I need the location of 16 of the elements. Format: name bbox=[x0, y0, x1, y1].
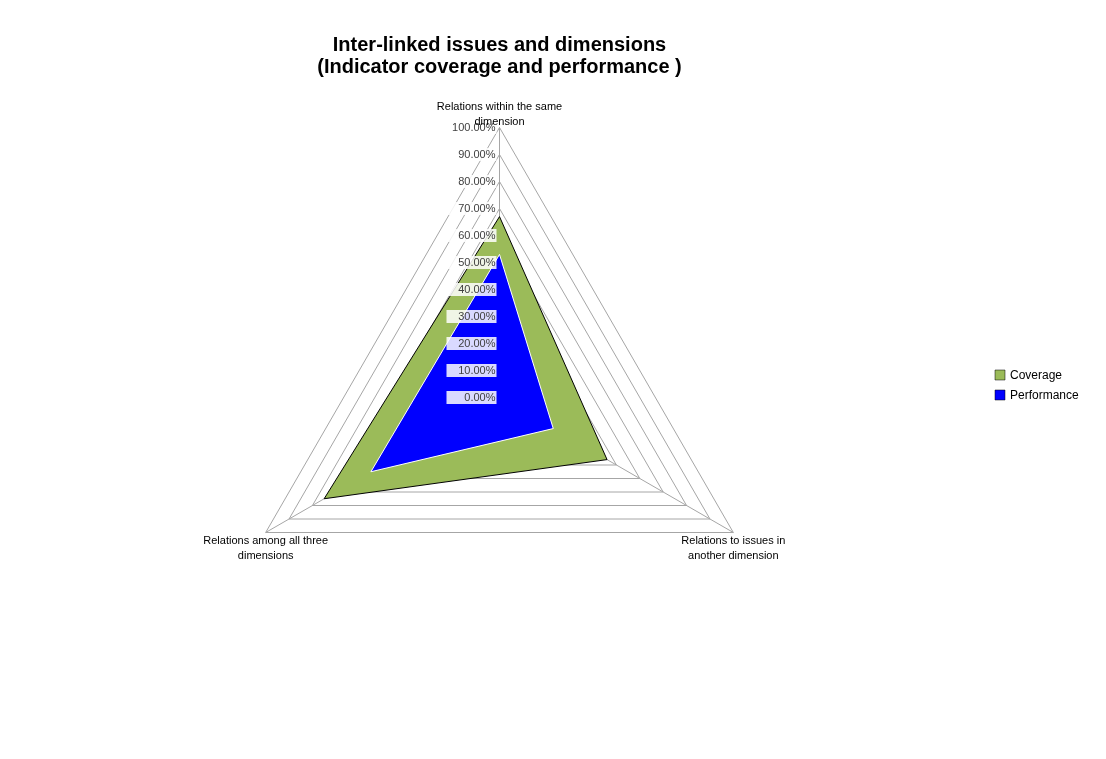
y-tick-label: 60.00% bbox=[458, 228, 496, 241]
spoke-label: Relations among all three dimensions bbox=[203, 533, 329, 561]
y-tick-label: 30.00% bbox=[458, 309, 496, 322]
text: (Indicator coverage and performance ) bbox=[317, 55, 682, 77]
legend-label: Coverage bbox=[1010, 368, 1063, 382]
spoke-label: Relations to issues in another dimension bbox=[681, 533, 786, 561]
legend-label: Performance bbox=[1010, 388, 1080, 402]
y-tick-label: 10.00% bbox=[458, 363, 496, 376]
y-tick-label: 0.00% bbox=[464, 390, 496, 403]
y-tick-label: 50.00% bbox=[458, 255, 496, 268]
y-tick-label: 80.00% bbox=[458, 174, 496, 187]
y-tick-label: 70.00% bbox=[458, 201, 496, 214]
y-tick-label: 40.00% bbox=[458, 282, 496, 295]
y-tick-label: 20.00% bbox=[458, 336, 496, 349]
text: Inter-linked issues and dimensions bbox=[332, 33, 667, 55]
y-tick-label: 90.00% bbox=[458, 147, 496, 160]
